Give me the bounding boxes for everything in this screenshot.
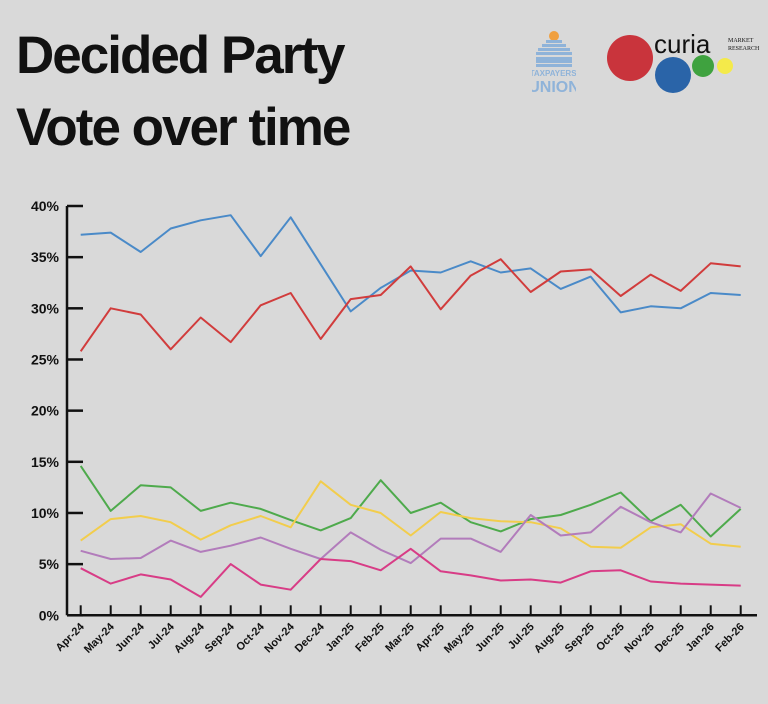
title-line-1: Decided Party <box>16 26 345 85</box>
x-tick-label: Nov-24 <box>262 620 297 655</box>
y-tick-label: 5% <box>39 556 60 572</box>
series-line-1 <box>79 258 741 352</box>
x-tick-label: May-24 <box>82 620 117 655</box>
svg-text:UNION: UNION <box>532 79 576 96</box>
title-line-2: Vote over time <box>16 98 351 157</box>
x-tick-label: Feb-26 <box>713 621 747 655</box>
x-tick-label: Apr-25 <box>414 621 447 654</box>
svg-text:TAXPAYERS': TAXPAYERS' <box>532 69 576 78</box>
taxpayers-union-logo: TAXPAYERS' UNION <box>532 31 576 96</box>
svg-text:RESEARCH: RESEARCH <box>728 46 760 52</box>
series-line-5 <box>80 547 741 598</box>
series-line-3 <box>80 480 741 549</box>
y-tick-label: 20% <box>31 403 60 419</box>
x-tick-label: May-25 <box>442 621 477 656</box>
curia-logo: curia MARKET RESEARCH <box>607 29 760 93</box>
y-tick-label: 25% <box>31 351 60 367</box>
x-tick-label: Jun-25 <box>473 621 507 655</box>
x-tick-label: Sep-25 <box>563 621 597 655</box>
x-tick-label: Aug-25 <box>532 621 567 656</box>
y-tick-label: 35% <box>31 249 60 265</box>
y-tick-label: 0% <box>39 607 60 623</box>
x-tick-label: Oct-25 <box>594 621 627 654</box>
chart-title: Decided Party Vote over time <box>16 20 351 164</box>
svg-text:MARKET: MARKET <box>728 38 754 44</box>
y-tick-label: 10% <box>31 505 60 521</box>
x-tick-label: Mar-25 <box>383 621 417 655</box>
series-line-0 <box>80 214 741 314</box>
x-tick-label: Aug-24 <box>172 620 207 655</box>
y-tick-label: 30% <box>31 300 60 316</box>
x-tick-label: Dec-24 <box>293 620 328 655</box>
x-tick-label: Jan-25 <box>324 621 357 654</box>
x-tick-label: Jan-26 <box>684 621 717 654</box>
x-tick-label: Jun-24 <box>113 620 147 654</box>
y-tick-label: 15% <box>31 454 60 470</box>
series-line-4 <box>80 492 742 565</box>
svg-text:curia: curia <box>654 29 711 59</box>
x-tick-label: Sep-24 <box>203 620 238 655</box>
x-tick-label: Dec-25 <box>653 621 687 655</box>
y-tick-label: 40% <box>31 198 60 214</box>
x-tick-label: Nov-25 <box>622 621 656 655</box>
x-tick-label: Oct-24 <box>234 620 267 653</box>
series-line-2 <box>79 465 742 538</box>
x-tick-label: Feb-25 <box>353 621 387 655</box>
